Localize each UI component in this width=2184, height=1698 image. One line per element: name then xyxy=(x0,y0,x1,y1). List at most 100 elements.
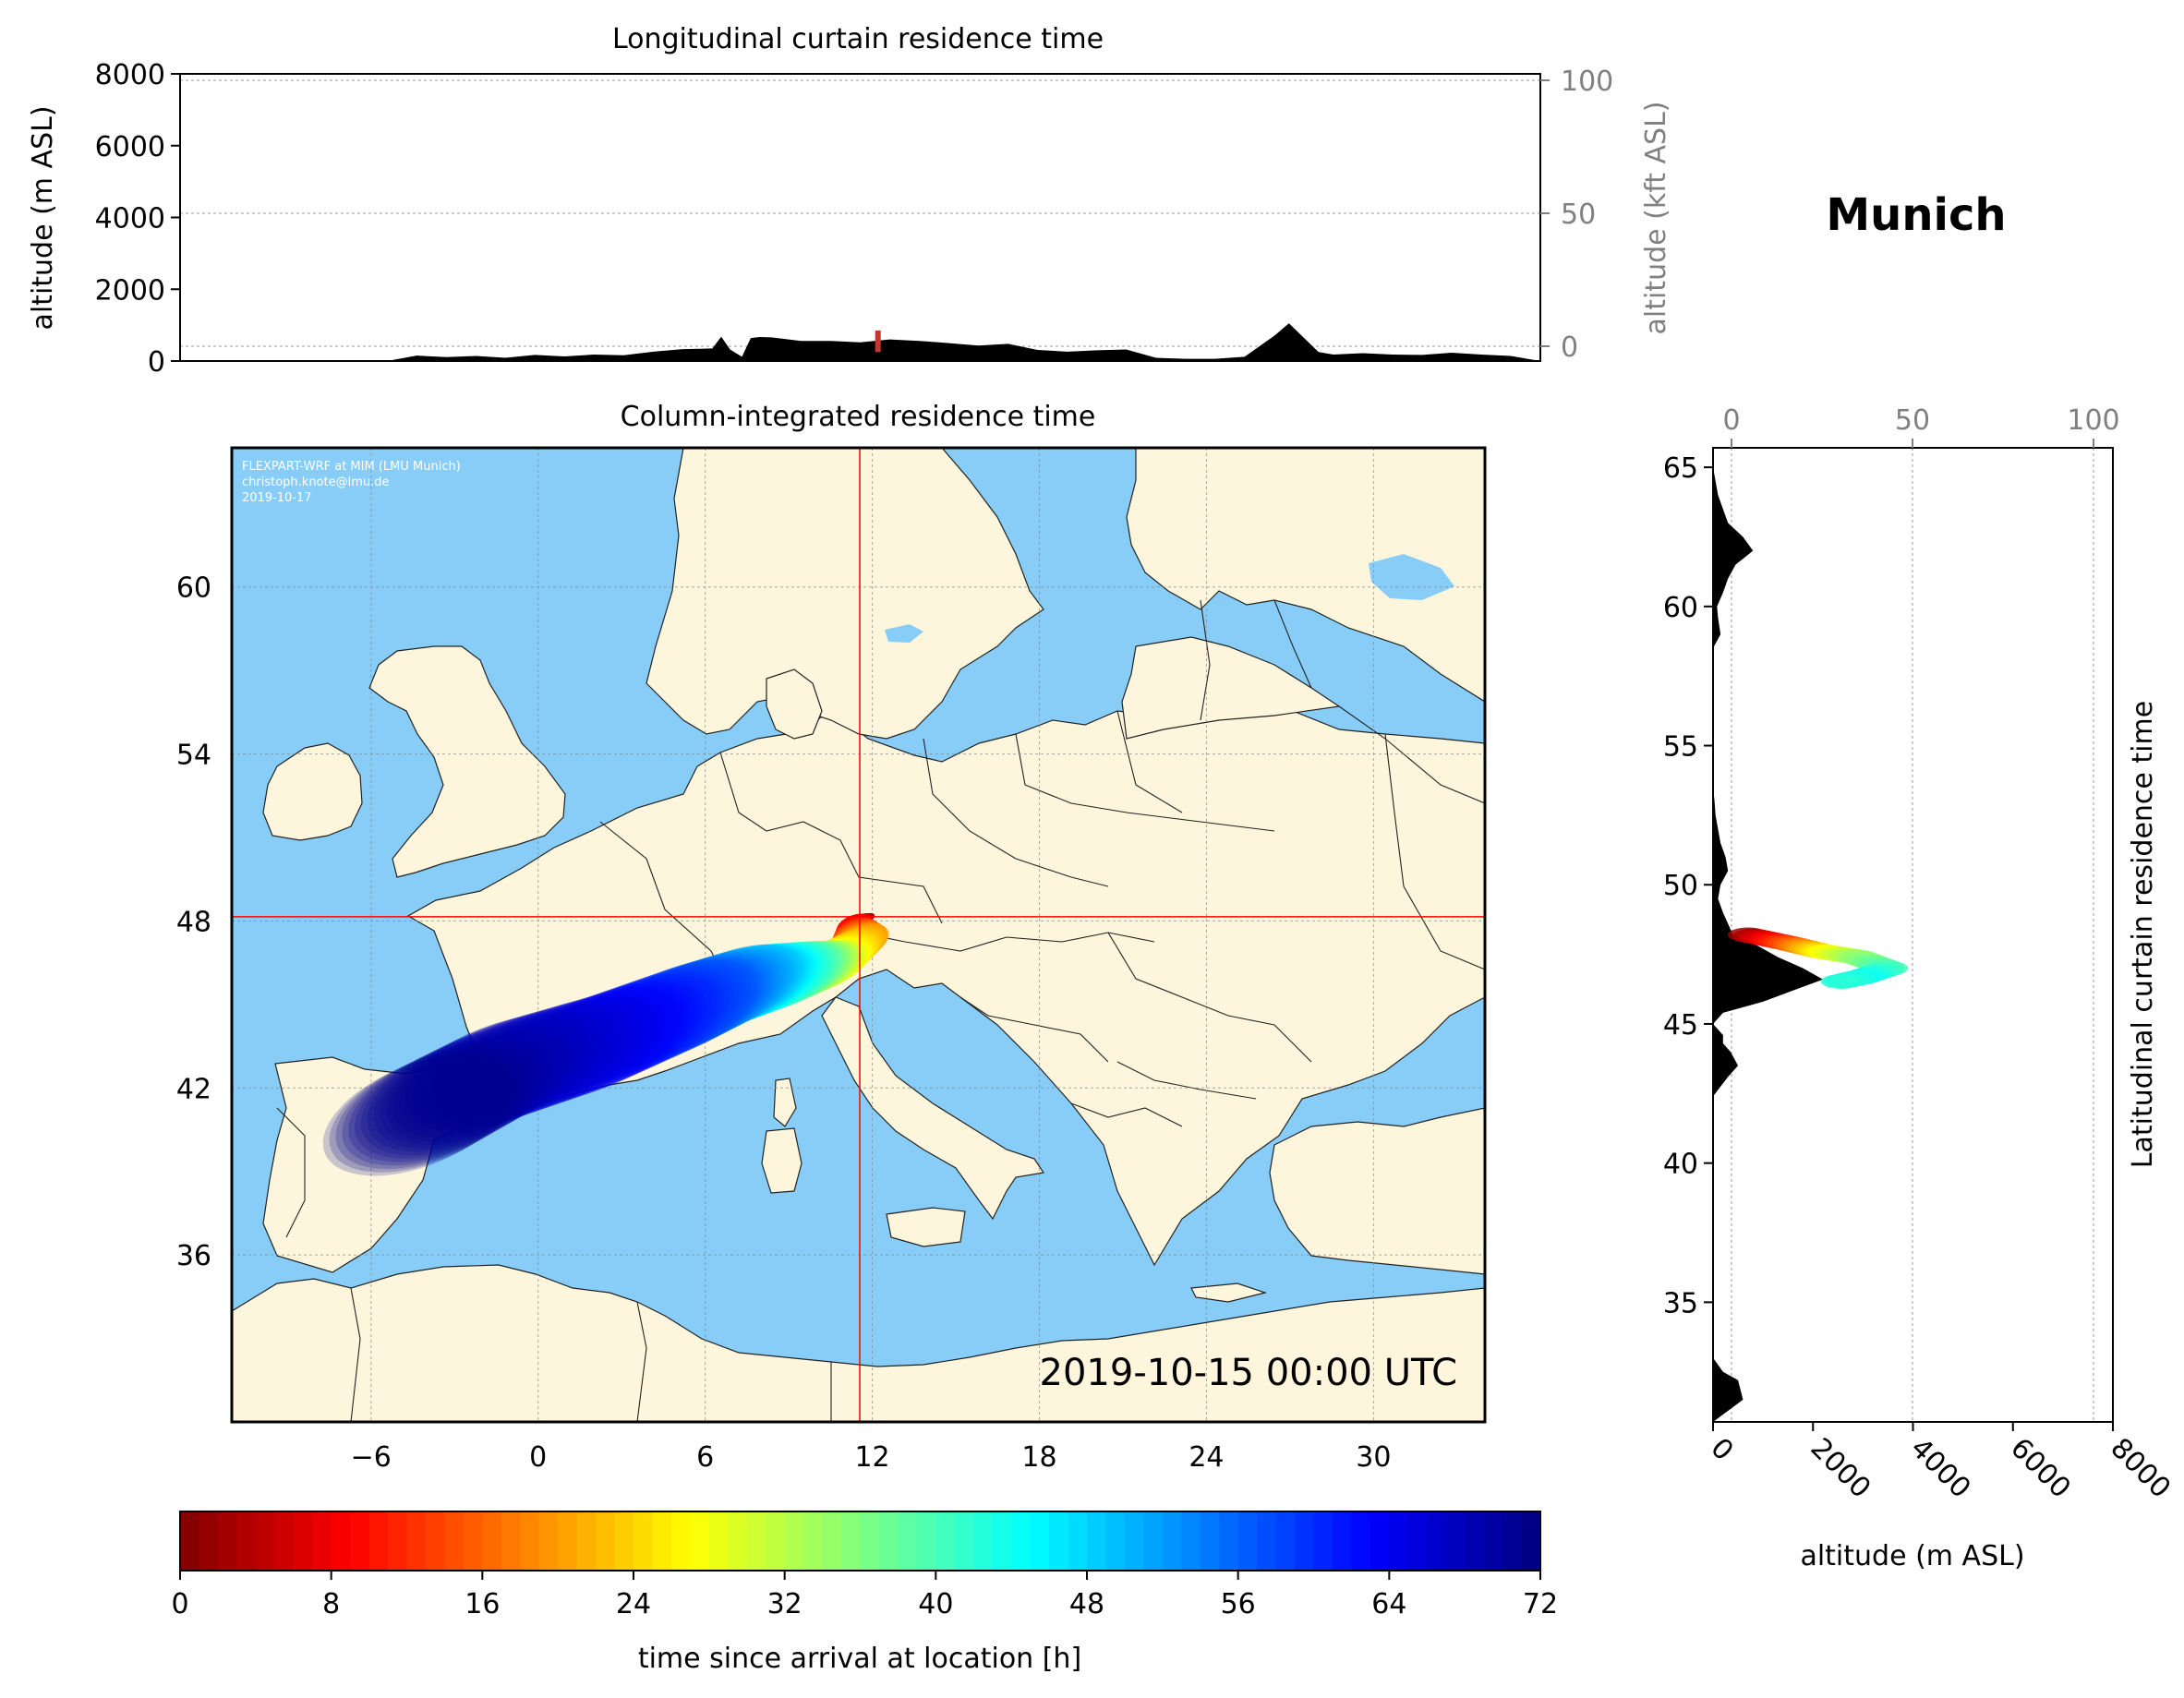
map-axes-frame xyxy=(230,446,1487,1424)
map-panel-title: Column-integrated residence time xyxy=(621,401,1096,433)
baltic-land xyxy=(1121,636,1341,740)
location-title: Munich xyxy=(1826,189,2006,241)
plume-blob xyxy=(392,1022,577,1138)
plume-blob xyxy=(632,952,779,1045)
colorbar-swatch xyxy=(1295,1511,1315,1571)
colorbar-swatch xyxy=(1313,1511,1333,1571)
plume-blob xyxy=(560,972,724,1077)
colorbar-swatch xyxy=(520,1511,540,1571)
colorbar-swatch xyxy=(558,1511,578,1571)
plume-blob xyxy=(434,1008,614,1122)
top-gridlines xyxy=(180,79,1540,347)
colorbar-swatch xyxy=(690,1511,710,1571)
right-panel-title: Latitudinal curtain residence time xyxy=(2127,701,2159,1168)
plume-blob xyxy=(659,945,799,1033)
plume-blob xyxy=(598,960,756,1060)
right-ytick-label: 60 xyxy=(1663,592,1698,624)
plume-blob xyxy=(533,981,702,1087)
top-ylabel: altitude (m ASL) xyxy=(27,105,59,330)
plume-blob xyxy=(540,979,707,1085)
plume-blob xyxy=(553,974,718,1079)
right-ytick-label: 40 xyxy=(1663,1149,1698,1181)
plume-blob xyxy=(700,943,824,1020)
colorbar-swatch xyxy=(199,1511,219,1571)
plume-blob xyxy=(722,941,837,1014)
map-xtick-label: 30 xyxy=(1356,1441,1391,1474)
colorbar-swatch xyxy=(1219,1511,1239,1571)
timestamp-label: 2019-10-15 00:00 UTC xyxy=(1040,1352,1457,1394)
colorbar-tick-label: 32 xyxy=(767,1588,802,1620)
colorbar-swatch xyxy=(293,1511,313,1571)
plume-blob xyxy=(612,957,766,1054)
top-y2tick-label: 50 xyxy=(1561,199,1596,231)
colorbar-swatch xyxy=(406,1511,427,1571)
colorbar-tick-label: 24 xyxy=(616,1588,651,1620)
lake-ladoga xyxy=(1369,554,1454,600)
colorbar-swatch xyxy=(482,1511,502,1571)
right-gridlines xyxy=(1731,448,2094,1422)
colorbar-frame xyxy=(179,1511,1541,1572)
top-ytick-label: 8000 xyxy=(95,59,165,91)
colorbar-swatch xyxy=(1200,1511,1220,1571)
colorbar-swatch xyxy=(1332,1511,1353,1571)
map-xtick-label: 18 xyxy=(1021,1441,1056,1474)
map-ticks: −6 0 6 12 18 24 30 36 42 48 54 60 xyxy=(176,572,1392,1474)
plume-blob xyxy=(478,996,654,1108)
credit-line-2: christoph.knote@lmu.de xyxy=(242,476,390,489)
top-terrain xyxy=(180,323,1540,361)
right-terrain-profile xyxy=(1713,448,1824,1422)
plume-blob xyxy=(398,1019,583,1136)
britain-land xyxy=(368,645,566,878)
right-xlabel: altitude (m ASL) xyxy=(1800,1540,2024,1572)
plume-blob xyxy=(650,947,792,1038)
plume-blob xyxy=(626,953,776,1048)
iberia-land xyxy=(262,1056,500,1273)
top-ytick-label: 2000 xyxy=(95,274,165,307)
top-y2tick-label: 100 xyxy=(1561,66,1613,98)
plume-blob xyxy=(695,943,821,1022)
plume-blob xyxy=(360,1037,549,1156)
colorbar-swatch xyxy=(708,1511,729,1571)
map-xtick-label: −6 xyxy=(351,1441,392,1474)
plume-blob xyxy=(547,977,713,1082)
colorbar-swatch xyxy=(1181,1511,1201,1571)
right-ytick-label: 65 xyxy=(1663,452,1698,485)
colorbar-tick-label: 8 xyxy=(322,1588,340,1620)
plume-blob xyxy=(566,970,730,1074)
plume-blob xyxy=(621,955,773,1050)
credit-line-1: FLEXPART-WRF at MIM (LMU Munich) xyxy=(242,460,461,474)
plume-blob xyxy=(412,1014,595,1129)
top-right-ticks: 0 50 100 xyxy=(1540,66,1613,364)
colorbar-swatch xyxy=(1143,1511,1164,1571)
right-xtick-label: 6000 xyxy=(2004,1432,2077,1505)
north-africa-land xyxy=(232,1264,1485,1422)
colorbar-swatch xyxy=(1427,1511,1447,1571)
colorbar-swatch xyxy=(898,1511,918,1571)
plume-blob xyxy=(354,1040,543,1159)
colorbar-tick-label: 72 xyxy=(1523,1588,1558,1620)
plume-blob xyxy=(367,1034,554,1152)
colorbar-swatch xyxy=(1049,1511,1069,1571)
plume-blob xyxy=(603,959,760,1058)
colorbar-swatch xyxy=(784,1511,804,1571)
plume-blob xyxy=(492,993,667,1103)
plume-blob xyxy=(664,945,802,1031)
colorbar-swatch xyxy=(1068,1511,1088,1571)
plume-blob xyxy=(573,969,735,1071)
map-ytick-label: 36 xyxy=(176,1240,211,1272)
plume-blob xyxy=(646,948,789,1040)
plume-blob xyxy=(500,991,674,1101)
colorbar-swatch xyxy=(841,1511,862,1571)
lake-vanern xyxy=(885,624,923,643)
ireland-land xyxy=(262,742,363,841)
map-landmasses xyxy=(232,448,1485,1422)
plume-blob xyxy=(669,944,804,1030)
right-plume-blob xyxy=(1820,973,1862,989)
colorbar-swatch xyxy=(1237,1511,1258,1571)
plume-blob xyxy=(419,1012,601,1127)
colorbar-swatch xyxy=(916,1511,936,1571)
top-ytick-label: 0 xyxy=(148,346,165,379)
colorbar-swatch xyxy=(803,1511,824,1571)
colorbar-swatch xyxy=(633,1511,654,1571)
